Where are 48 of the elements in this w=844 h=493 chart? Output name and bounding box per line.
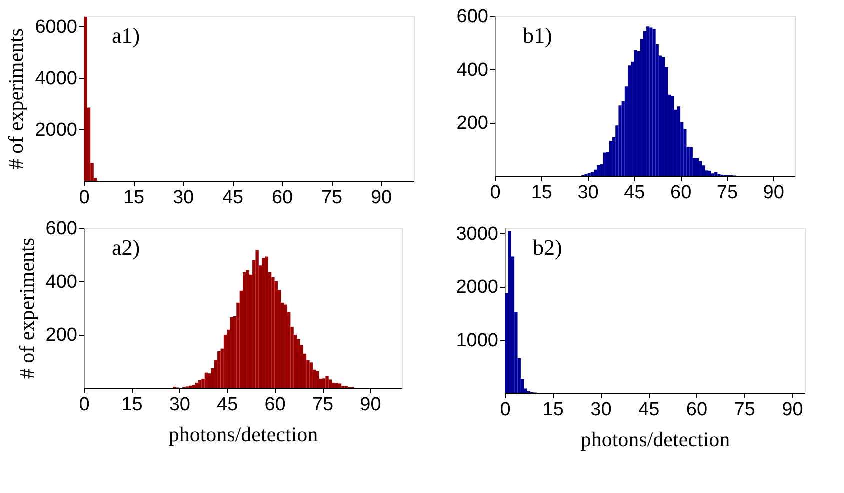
y-tick-label: 3000 xyxy=(456,224,498,245)
x-tick-label: 30 xyxy=(578,182,599,204)
annotation: a1) xyxy=(112,23,140,48)
x-tick-label: 15 xyxy=(122,394,143,416)
y-tick-label: 1000 xyxy=(456,330,498,352)
x-tick-label: 45 xyxy=(217,394,238,416)
y-tick-label: 200 xyxy=(456,113,488,134)
y-axis-title: # of experiments xyxy=(4,28,28,170)
x-axis-title: photons/detection xyxy=(168,422,319,446)
x-tick-label: 0 xyxy=(79,394,90,416)
y-tick-label: 600 xyxy=(46,218,78,240)
x-tick-label: 30 xyxy=(172,188,194,208)
y-tick-label: 6000 xyxy=(35,16,78,38)
x-tick-label: 15 xyxy=(542,400,564,420)
y-tick-label: 400 xyxy=(456,60,488,81)
x-tick-label: 75 xyxy=(716,182,738,204)
x-tick-label: 30 xyxy=(169,394,190,416)
y-tick-label: 400 xyxy=(46,272,78,293)
y-axis-title: # of experiments xyxy=(14,238,39,380)
x-tick-label: 45 xyxy=(624,182,646,204)
x-tick-label: 0 xyxy=(490,182,501,204)
x-tick-label: 75 xyxy=(312,394,334,416)
x-tick-label: 0 xyxy=(79,188,90,208)
x-tick-label: 90 xyxy=(782,400,804,420)
x-tick-label: 15 xyxy=(123,188,145,208)
y-tick-label: 600 xyxy=(456,6,488,28)
x-tick-label: 30 xyxy=(590,400,612,420)
x-tick-label: 60 xyxy=(686,400,708,420)
x-tick-label: 0 xyxy=(500,400,511,420)
x-tick-label: 90 xyxy=(370,188,392,208)
y-tick-label: 2000 xyxy=(35,120,78,141)
x-tick-label: 90 xyxy=(763,182,784,204)
y-tick-label: 2000 xyxy=(456,277,498,298)
x-tick-label: 75 xyxy=(734,400,756,420)
x-tick-label: 45 xyxy=(638,400,660,420)
x-tick-label: 60 xyxy=(670,182,692,204)
x-tick-label: 15 xyxy=(531,182,552,204)
annotation: b2) xyxy=(533,235,562,260)
annotation: a2) xyxy=(112,235,140,260)
x-tick-label: 45 xyxy=(222,188,244,208)
x-tick-label: 60 xyxy=(264,394,286,416)
x-tick-label: 90 xyxy=(360,394,382,416)
x-axis-title: photons/detection xyxy=(580,428,731,452)
y-tick-label: 4000 xyxy=(35,68,78,90)
x-tick-label: 75 xyxy=(321,188,343,208)
x-tick-label: 60 xyxy=(272,188,294,208)
y-tick-label: 200 xyxy=(46,325,78,346)
annotation: b1) xyxy=(523,23,552,48)
